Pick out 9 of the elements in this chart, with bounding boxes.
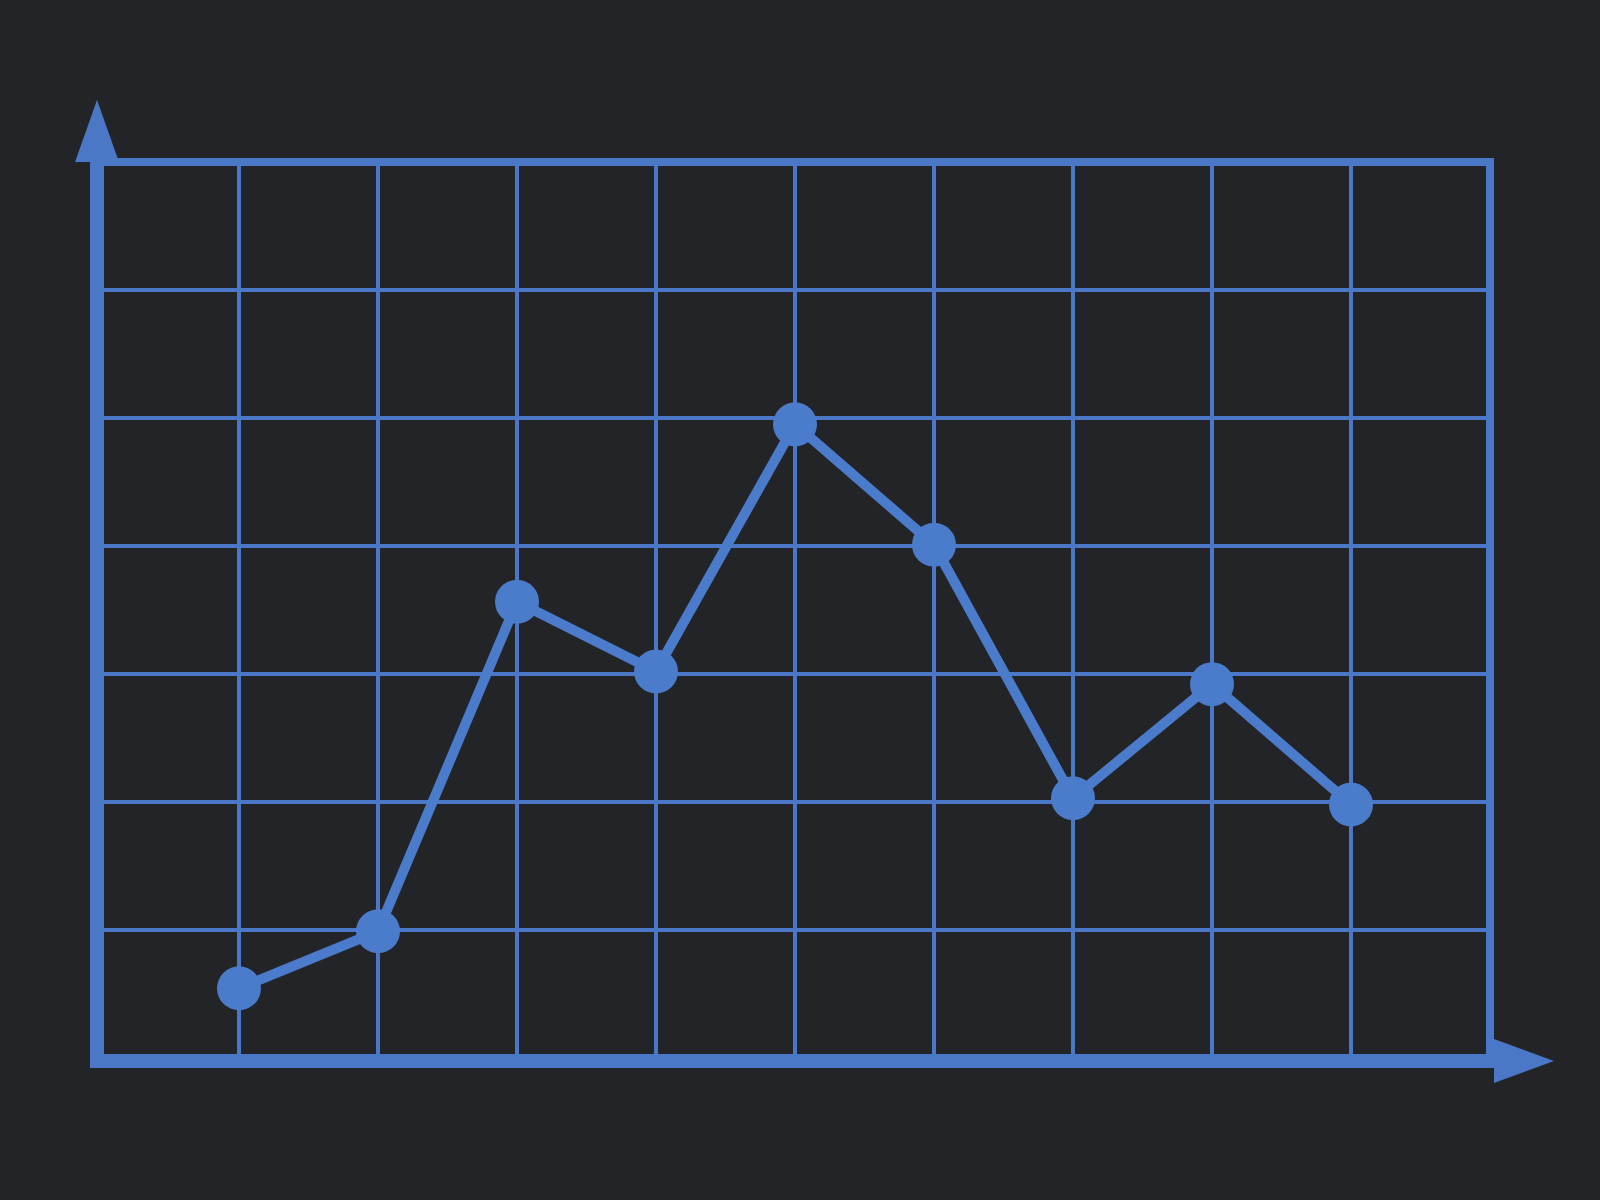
point [773,402,817,447]
point [495,579,539,624]
point [912,522,956,567]
point [356,909,400,954]
point [217,966,261,1011]
point [1190,662,1234,707]
point [634,649,678,694]
point [1329,782,1373,827]
point [1051,776,1095,821]
